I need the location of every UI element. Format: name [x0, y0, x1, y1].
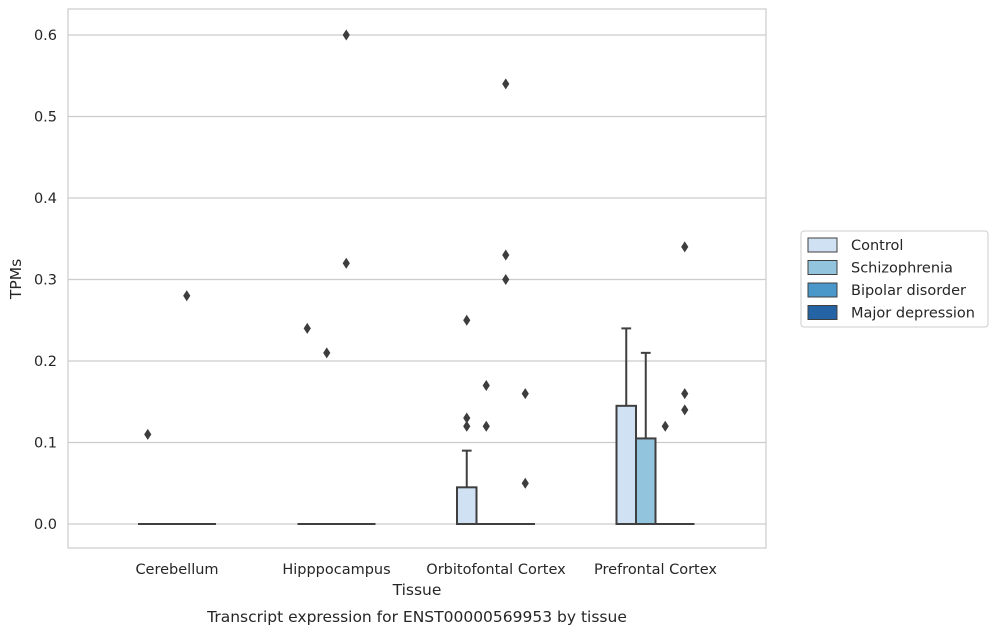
y-tick-label: 0.2: [34, 354, 57, 370]
outlier-point: [463, 412, 471, 424]
outlier-point: [183, 290, 191, 302]
legend: Control Schizophrenia Bipolar disorder Majo…: [800, 230, 989, 328]
outlier-point: [681, 388, 689, 400]
legend-swatch: [807, 237, 838, 253]
box-0-2: [456, 449, 478, 526]
legend-label: Schizophrenia: [851, 261, 953, 277]
plot-area-frame: [67, 8, 767, 549]
x-tick-label: Hipppocampus: [282, 562, 390, 578]
box-1-3: [635, 351, 657, 525]
legend-label: Major depression: [851, 306, 975, 322]
legend-swatch: [807, 282, 838, 298]
box-body: [615, 404, 637, 526]
outlier-point: [681, 241, 689, 253]
outlier-point: [502, 78, 510, 90]
x-tick-label: Prefrontal Cortex: [594, 562, 717, 578]
legend-swatch: [807, 260, 838, 275]
outlier-point: [482, 420, 490, 432]
box-body: [635, 437, 657, 525]
outlier-point: [502, 274, 510, 285]
legend-frame: [800, 230, 989, 328]
outlier-point: [463, 314, 471, 326]
y-tick-label: 0.4: [34, 191, 57, 207]
y-tick-label: 0.1: [34, 436, 57, 452]
y-tick-label: 0.0: [34, 517, 57, 533]
boxes: [138, 327, 695, 526]
outlier-point: [521, 477, 529, 489]
outlier-point: [144, 428, 152, 440]
box-0-3: [615, 327, 637, 526]
y-tick-label: 0.3: [34, 273, 57, 289]
outlier-point: [463, 420, 471, 432]
outlier-point: [521, 388, 529, 400]
x-axis-title: Tissue: [392, 581, 442, 599]
y-tick-label: 0.6: [34, 28, 57, 44]
x-tick-label: Orbitofontal Cortex: [426, 562, 566, 578]
chart-caption: Transcript expression for ENST0000056995…: [206, 608, 627, 626]
legend-label: Control: [851, 238, 903, 254]
outlier-point: [342, 257, 350, 269]
y-tick-label: 0.5: [34, 110, 57, 126]
outlier-point: [502, 249, 510, 261]
x-tick-labels: Cerebellum Hipppocampus Orbitofontal Corte…: [135, 562, 717, 578]
outlier-point: [342, 29, 350, 41]
outlier-point: [681, 404, 689, 416]
y-axis-title: TPMs: [7, 259, 25, 300]
gridlines: [68, 34, 766, 525]
y-tick-labels: 0.0 0.1 0.2 0.3 0.4 0.5 0.6: [34, 28, 57, 533]
outlier-point: [323, 347, 331, 359]
outlier-point: [482, 379, 490, 391]
legend-swatch: [807, 305, 838, 320]
legend-label: Bipolar disorder: [851, 283, 966, 299]
outlier-point: [303, 322, 311, 334]
outlier-point: [661, 420, 669, 432]
box-body: [456, 486, 478, 526]
outliers: [144, 29, 689, 489]
x-tick-label: Cerebellum: [135, 562, 218, 578]
